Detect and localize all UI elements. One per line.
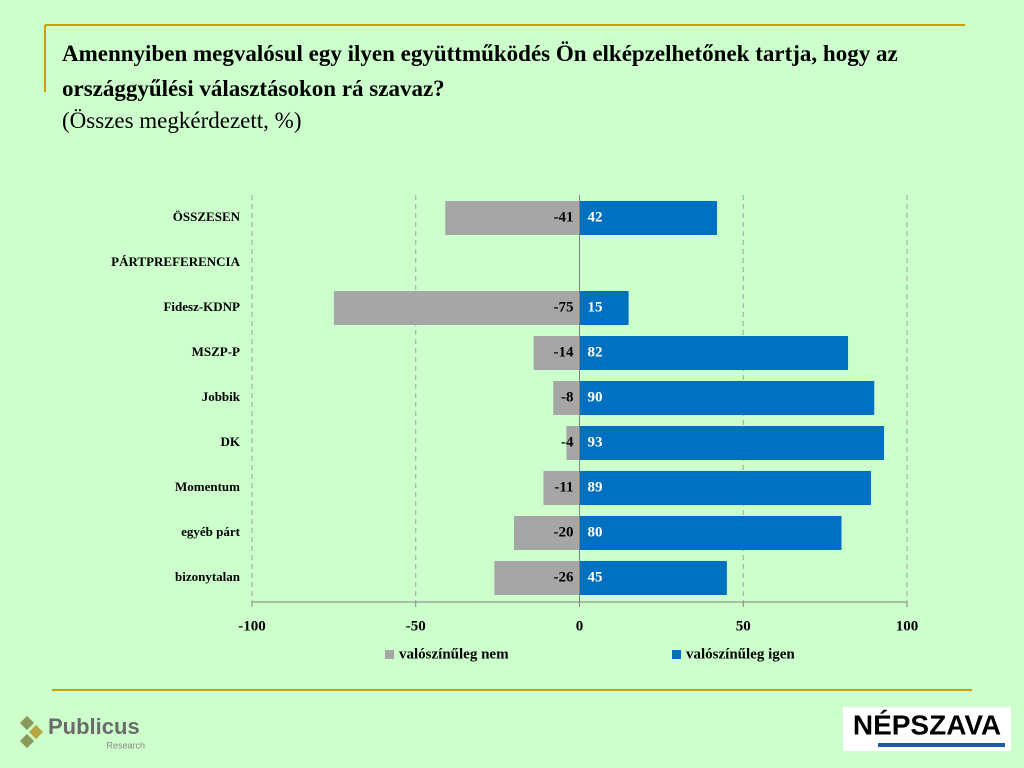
value-label: 90 [588, 389, 603, 405]
value-label: -75 [554, 299, 574, 315]
category-label: DK [221, 434, 241, 449]
category-label: Fidesz-KDNP [163, 299, 240, 314]
x-tick-label: 100 [896, 618, 919, 634]
bar [543, 471, 580, 505]
bar [579, 201, 718, 235]
legend-label: valószínűleg igen [686, 646, 795, 662]
value-label: 45 [588, 569, 603, 585]
value-label: 82 [588, 344, 603, 360]
value-label: -26 [554, 569, 574, 585]
bar [579, 426, 885, 460]
logo-subtext: Research [106, 740, 145, 750]
value-label: -41 [554, 209, 574, 225]
bar [579, 516, 842, 550]
category-label: MSZP-P [192, 344, 240, 359]
logo-text: NÉPSZAVA [853, 709, 1001, 740]
value-label: -20 [554, 524, 574, 540]
bar [566, 426, 580, 460]
bar [333, 291, 580, 325]
bar [445, 201, 580, 235]
category-label: Momentum [175, 479, 240, 494]
value-label: 80 [588, 524, 603, 540]
bar [514, 516, 580, 550]
category-label: PÁRTPREFERENCIA [111, 254, 240, 269]
value-label: -8 [561, 389, 574, 405]
chart-title: Amennyiben megvalósul egy ilyen együttmű… [62, 41, 898, 101]
value-label: -11 [554, 479, 573, 495]
legend-swatch [385, 650, 394, 659]
value-label: 89 [588, 479, 603, 495]
x-tick-label: -100 [238, 618, 266, 634]
bar [579, 561, 727, 595]
chart-subtitle: (Összes megkérdezett, %) [62, 108, 302, 133]
bar [579, 336, 849, 370]
bar [579, 471, 871, 505]
nepszava-logo: NÉPSZAVA [843, 707, 1011, 751]
category-label: bizonytalan [175, 569, 241, 584]
bar [533, 336, 580, 370]
value-label: 15 [588, 299, 603, 315]
bar [579, 381, 875, 415]
bar [553, 381, 580, 415]
logo-text: Publicus [48, 714, 140, 739]
legend-swatch [672, 650, 681, 659]
category-label: Jobbik [202, 389, 241, 404]
category-label: ÖSSZESEN [173, 209, 241, 224]
x-tick-label: 50 [736, 618, 751, 634]
bar [579, 291, 629, 325]
value-label: 42 [588, 209, 603, 225]
bar [494, 561, 580, 595]
category-label: egyéb párt [181, 524, 241, 539]
value-label: 93 [588, 434, 603, 450]
legend-label: valószínűleg nem [399, 646, 509, 662]
value-label: -14 [554, 344, 574, 360]
value-label: -4 [561, 434, 574, 450]
x-tick-label: 0 [576, 618, 584, 634]
publicus-logo: Publicus Research [19, 714, 145, 750]
x-tick-label: -50 [406, 618, 426, 634]
